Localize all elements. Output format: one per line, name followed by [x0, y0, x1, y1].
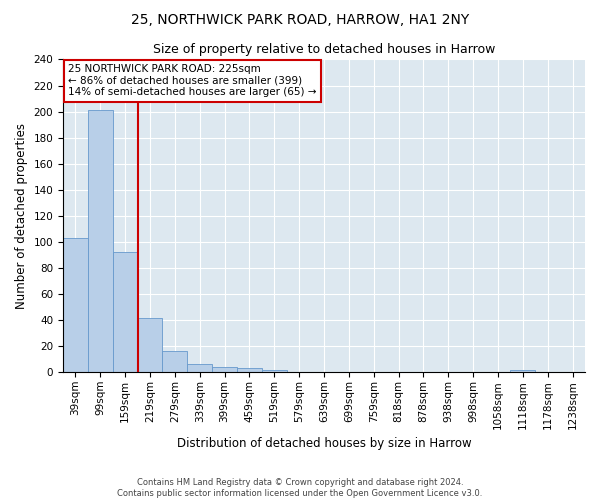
Bar — [88, 110, 113, 372]
Bar — [163, 352, 187, 372]
Bar — [212, 367, 237, 372]
X-axis label: Distribution of detached houses by size in Harrow: Distribution of detached houses by size … — [177, 437, 472, 450]
Y-axis label: Number of detached properties: Number of detached properties — [15, 123, 28, 309]
Text: 25, NORTHWICK PARK ROAD, HARROW, HA1 2NY: 25, NORTHWICK PARK ROAD, HARROW, HA1 2NY — [131, 12, 469, 26]
Bar — [237, 368, 262, 372]
Title: Size of property relative to detached houses in Harrow: Size of property relative to detached ho… — [153, 42, 495, 56]
Bar — [511, 370, 535, 372]
Bar — [187, 364, 212, 372]
Text: Contains HM Land Registry data © Crown copyright and database right 2024.
Contai: Contains HM Land Registry data © Crown c… — [118, 478, 482, 498]
Bar — [113, 252, 137, 372]
Text: 25 NORTHWICK PARK ROAD: 225sqm
← 86% of detached houses are smaller (399)
14% of: 25 NORTHWICK PARK ROAD: 225sqm ← 86% of … — [68, 64, 317, 98]
Bar — [63, 238, 88, 372]
Bar — [262, 370, 287, 372]
Bar — [137, 318, 163, 372]
